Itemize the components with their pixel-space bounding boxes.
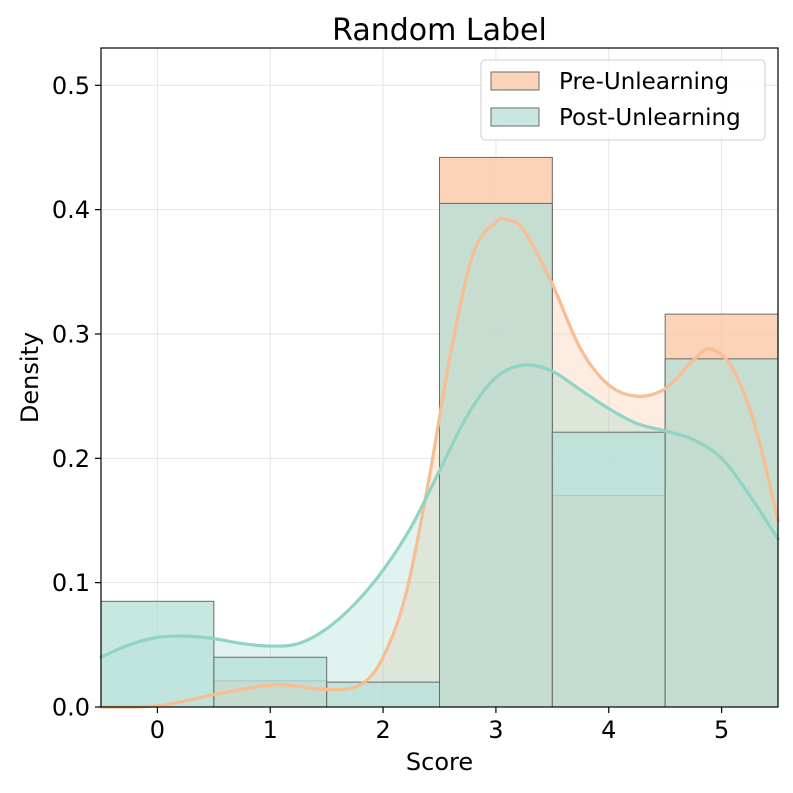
kde-lines <box>99 216 780 709</box>
bar-post-unlearning-1 <box>213 656 328 708</box>
x-tick-label: 2 <box>375 716 390 744</box>
legend-label-post-unlearning: Post-Unlearning <box>559 105 741 131</box>
x-tick-label: 3 <box>488 716 503 744</box>
bar-post-unlearning-0 <box>100 600 215 708</box>
x-tick-label: 1 <box>263 716 278 744</box>
bar-post-unlearning-2 <box>326 681 440 708</box>
y-tick-label: 0.1 <box>52 569 90 597</box>
kde-line-pre-unlearning <box>99 216 780 709</box>
legend-swatch-pre-unlearning <box>490 71 540 91</box>
bar-post-unlearning-3 <box>439 202 553 708</box>
y-tick-label: 0.3 <box>52 320 90 348</box>
ticks: 0 1 2 3 4 5 0.0 0.1 0.2 0.3 0.4 0.5 <box>52 72 729 744</box>
x-axis-label: Score <box>406 748 473 776</box>
x-tick-label: 4 <box>601 716 616 744</box>
legend-box <box>480 59 766 141</box>
legend-label-pre-unlearning: Pre-Unlearning <box>559 69 729 95</box>
plot-frame <box>100 47 779 708</box>
y-axis-label: Density <box>16 332 44 423</box>
kde-line-post-unlearning <box>99 363 780 659</box>
bar-post-unlearning-5 <box>664 358 779 708</box>
legend-swatch-post-unlearning <box>490 107 540 127</box>
y-tick-label: 0.0 <box>52 694 90 722</box>
y-tick-label: 0.5 <box>52 72 90 100</box>
bar-post-unlearning-4 <box>551 431 666 708</box>
x-tick-label: 0 <box>150 716 165 744</box>
chart-title: Random Label <box>332 13 547 48</box>
y-tick-label: 0.4 <box>52 196 90 224</box>
x-tick-label: 5 <box>714 716 729 744</box>
bars <box>100 156 779 708</box>
y-tick-label: 0.2 <box>52 445 90 473</box>
legend: Pre-Unlearning Post-Unlearning <box>480 59 766 141</box>
